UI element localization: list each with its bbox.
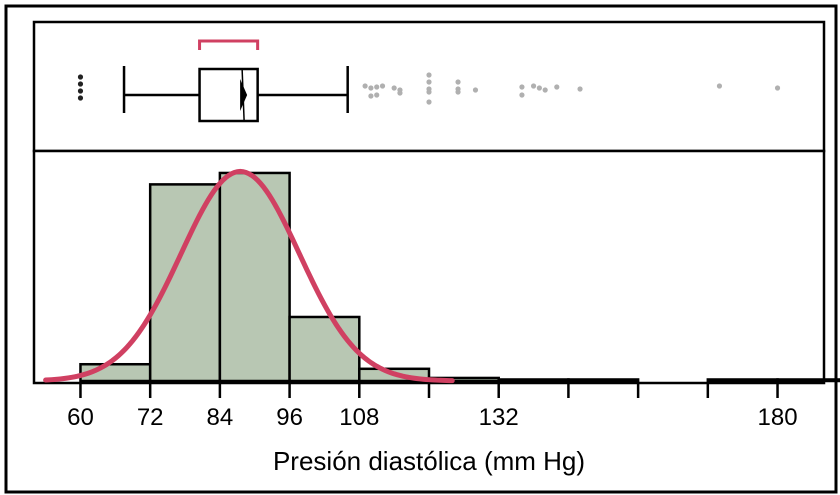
normal-fit-curve <box>43 168 455 384</box>
outlier-high-8 <box>397 90 403 96</box>
outlier-high-11 <box>426 79 432 85</box>
outlier-low-0 <box>77 74 84 80</box>
x-tick-label-6: 132 <box>479 404 519 431</box>
outlier-high-1 <box>368 85 374 91</box>
outlier-high-13 <box>426 72 432 78</box>
outlier-high-5 <box>379 83 386 89</box>
outlier-high-23 <box>554 84 560 90</box>
outlier-high-4 <box>374 92 380 98</box>
histogram-bars <box>79 171 840 383</box>
x-axis: 60 72 84 96 108 132 180 <box>67 383 798 431</box>
x-tick-label-0: 60 <box>67 404 94 431</box>
histogram-bar-10 <box>776 378 840 383</box>
outlier-high-21 <box>536 85 542 91</box>
outlier-high-12 <box>426 99 432 105</box>
x-tick-label-10: 180 <box>758 404 798 431</box>
outlier-high-15 <box>455 89 461 95</box>
outlier-high-16 <box>455 79 461 85</box>
outlier-low-1 <box>77 81 84 87</box>
box-iqr <box>198 67 259 123</box>
median-line <box>241 68 245 122</box>
x-tick-label-2: 84 <box>207 404 234 431</box>
outlier-high-20 <box>530 83 537 89</box>
x-axis-title: Presión diastólica (mm Hg) <box>273 446 585 476</box>
x-tick-label-1: 72 <box>137 404 164 431</box>
outlier-high-6 <box>391 85 397 91</box>
histogram-bar-3 <box>288 315 361 383</box>
histogram-bar-6 <box>497 378 570 383</box>
outlier-high-10 <box>426 89 432 95</box>
x-tick-label-3: 96 <box>276 404 303 431</box>
figure-border <box>4 4 838 494</box>
box-plot <box>77 39 781 123</box>
histogram-bar-2 <box>218 171 291 383</box>
outlier-low-3 <box>77 95 84 101</box>
outlier-low-2 <box>77 88 84 94</box>
shortest-half-bracket <box>198 39 260 50</box>
outlier-high-22 <box>542 87 548 93</box>
outlier-high-25 <box>716 83 723 89</box>
outlier-high-26 <box>774 85 781 91</box>
histogram-bar-1 <box>148 183 222 383</box>
outlier-high-3 <box>374 84 380 90</box>
normal-curve-line <box>43 168 455 384</box>
x-tick-label-4: 108 <box>339 404 379 431</box>
outlier-high-2 <box>368 93 374 99</box>
outlier-high-19 <box>519 92 525 98</box>
histogram-bar-9 <box>706 378 779 383</box>
outlier-high-18 <box>519 84 525 90</box>
outlier-high-24 <box>577 86 583 92</box>
outlier-high-17 <box>472 87 479 93</box>
histogram-bar-7 <box>567 378 640 383</box>
outlier-high-0 <box>362 83 368 89</box>
